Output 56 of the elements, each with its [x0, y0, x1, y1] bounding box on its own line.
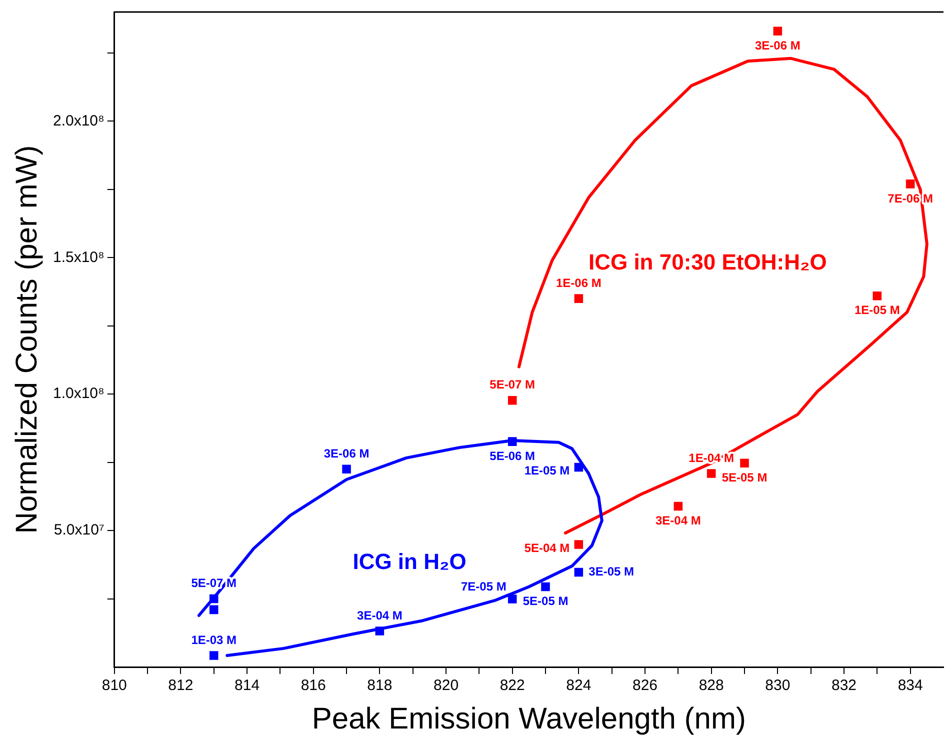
point [209, 651, 218, 660]
data-label: 3E-05 M [588, 564, 634, 579]
point [574, 568, 584, 577]
x-tick-label: 818 [367, 677, 392, 694]
y-tick-label: 5.0x10⁷ [54, 522, 104, 539]
y-axis-title: Normalized Counts (per mW) [10, 145, 44, 534]
data-label: 5E-06 M [490, 448, 536, 463]
point [508, 437, 517, 446]
text: ICG in H₂O [352, 549, 466, 574]
y-tick-label: 1.0x10⁸ [52, 385, 104, 402]
point [541, 582, 550, 592]
point [773, 26, 782, 36]
data-label: 3E-04 M [655, 514, 701, 528]
data-label: 5E-04 M [524, 540, 570, 555]
point [209, 594, 218, 604]
x-tick-label: 834 [898, 677, 923, 694]
x-tick-label: 832 [831, 677, 857, 694]
series-label: ICG in 70:30 EtOH:H₂O [588, 250, 827, 275]
point [508, 396, 517, 405]
x-tick-label: 826 [632, 677, 658, 694]
data-label: 1E-03 M [191, 632, 237, 647]
point [706, 469, 716, 478]
data-label: 7E-05 M [460, 579, 506, 594]
point [574, 294, 584, 303]
point [342, 464, 351, 474]
point [209, 605, 218, 614]
point [574, 462, 584, 472]
point [674, 502, 683, 511]
y-tick-label: 1.5x10⁸ [52, 248, 104, 266]
data-label: 1E-06 M [556, 276, 602, 290]
point [872, 291, 882, 300]
x-tick-label: 820 [434, 677, 459, 694]
point [375, 626, 384, 636]
x-tick-label: 824 [566, 677, 592, 694]
x-tick-label: 814 [234, 677, 260, 694]
point [906, 180, 915, 188]
point [574, 540, 584, 549]
x-axis-title: Peak Emission Wavelength (nm) [312, 702, 746, 736]
data-label: 3E-06 M [754, 38, 800, 52]
data-label: 5E-05 M [722, 470, 768, 484]
x-tick-label: 816 [300, 677, 326, 694]
data-label: 5E-07 M [490, 378, 536, 392]
data-label: 7E-06 M [888, 191, 934, 206]
data-label: 5E-05 M [522, 594, 568, 608]
x-tick-label: 812 [168, 677, 194, 694]
data-label: 3E-06 M [324, 446, 370, 460]
data-label: 3E-04 M [357, 608, 402, 622]
point [740, 458, 749, 468]
data-label: 1E-05 M [524, 464, 570, 478]
x-tick-label: 822 [500, 677, 525, 694]
x-tick-label: 830 [765, 677, 790, 694]
data-label: 1E-05 M [854, 303, 900, 318]
x-tick-label: 810 [102, 677, 127, 694]
y-tick-label: 2.0x10⁸ [52, 112, 104, 130]
x-tick-label: 828 [698, 677, 724, 694]
point [508, 594, 517, 604]
